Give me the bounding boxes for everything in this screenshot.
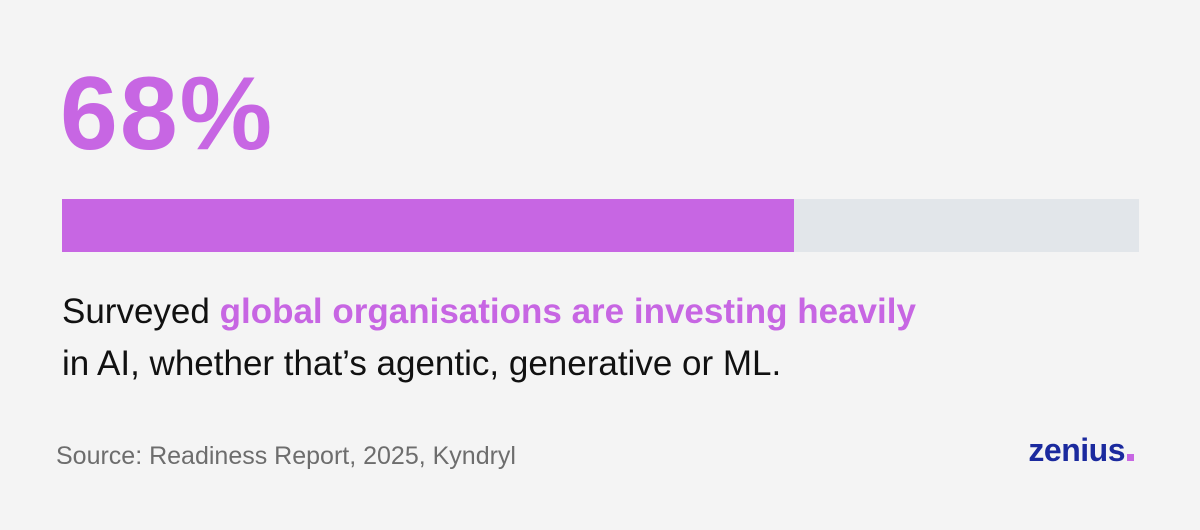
bar-track: [62, 199, 1139, 252]
logo-text: zenius: [1028, 432, 1125, 468]
value-label: 68%: [60, 56, 275, 172]
logo-dot: [1127, 454, 1134, 461]
source: Source: Readiness Report, 2025, Kyndryl: [56, 442, 516, 470]
bar-fill: [62, 199, 795, 252]
logo: zenius: [1028, 432, 1134, 469]
caption-highlight: global organisations are investing heavi…: [219, 292, 916, 331]
caption: Surveyed global organisations are invest…: [62, 286, 916, 390]
caption-text: in AI, whether that’s agentic, generativ…: [62, 344, 782, 383]
caption-text: Surveyed: [62, 292, 210, 331]
